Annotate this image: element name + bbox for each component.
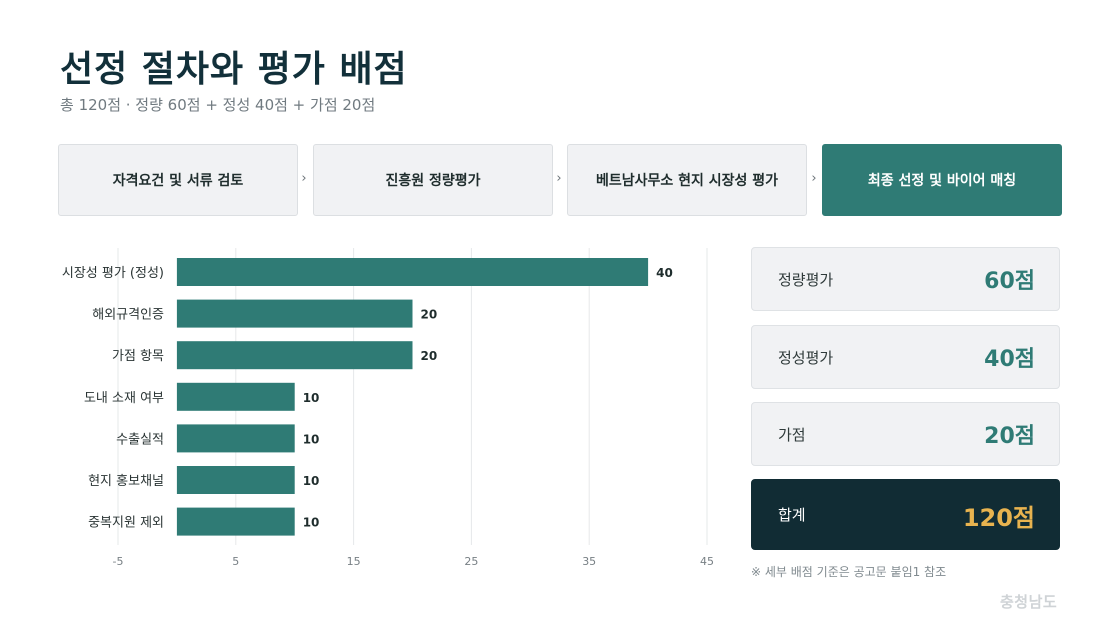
page-title: 선정 절차와 평가 배점 bbox=[60, 49, 408, 90]
category-label: 시장성 평가 (정성) bbox=[62, 266, 164, 281]
score-value: 60점 bbox=[984, 269, 1035, 294]
category-label: 현지 홍보채널 bbox=[88, 474, 164, 489]
x-tick-label: 15 bbox=[347, 555, 361, 568]
process-steps: 자격요건 및 서류 검토 › 진흥원 정량평가 › 베트남사무소 현지 시장성 … bbox=[58, 144, 1062, 216]
total-value: 120점 bbox=[962, 504, 1035, 532]
category-label: 수출실적 bbox=[116, 432, 164, 447]
score-card-qualitative: 정성평가 40점 bbox=[751, 325, 1060, 389]
score-card-total: 합계 120점 bbox=[751, 479, 1060, 550]
bar bbox=[176, 507, 295, 536]
bar bbox=[176, 341, 413, 370]
bar bbox=[176, 299, 413, 328]
data-label: 40 bbox=[656, 266, 673, 280]
x-tick-label: 35 bbox=[582, 555, 596, 568]
step-quantitative-evaluation: 진흥원 정량평가 bbox=[313, 144, 553, 216]
step-final-selection: 최종 선정 및 바이어 매칭 bbox=[822, 144, 1062, 216]
step-arrow-icon: › bbox=[301, 171, 307, 186]
category-label: 해외규격인증 bbox=[92, 308, 164, 323]
x-tick-label: 5 bbox=[232, 555, 239, 568]
score-label: 정성평가 bbox=[778, 349, 834, 367]
category-label: 중복지원 제외 bbox=[88, 516, 164, 531]
x-tick-label: 25 bbox=[464, 555, 478, 568]
step-arrow-icon: › bbox=[811, 171, 817, 186]
score-label: 가점 bbox=[778, 426, 806, 444]
bar bbox=[176, 382, 295, 411]
x-tick-label: 45 bbox=[700, 555, 714, 568]
step-eligibility-review: 자격요건 및 서류 검토 bbox=[58, 144, 298, 216]
data-label: 20 bbox=[421, 349, 438, 363]
score-card-bonus: 가점 20점 bbox=[751, 402, 1060, 466]
step-market-evaluation: 베트남사무소 현지 시장성 평가 bbox=[567, 144, 807, 216]
category-label: 도내 소재 여부 bbox=[84, 391, 164, 406]
score-bar-chart: -5 5 15 25 35 45 시장성 평가 (정성) 40 해외규격인증 20 가점 항목 20 도… bbox=[62, 248, 714, 568]
province-logo: 충청남도 bbox=[1000, 593, 1058, 611]
data-label: 10 bbox=[303, 391, 320, 405]
data-label: 20 bbox=[421, 308, 438, 322]
bar bbox=[176, 466, 295, 494]
footnote: ※ 세부 배점 기준은 공고문 붙임1 참조 bbox=[751, 565, 947, 579]
score-label: 정량평가 bbox=[778, 271, 834, 289]
total-label: 합계 bbox=[778, 506, 806, 524]
score-value: 40점 bbox=[984, 347, 1035, 372]
page-subtitle: 총 120점 · 정량 60점 + 정성 40점 + 가점 20점 bbox=[60, 96, 376, 114]
category-label: 가점 항목 bbox=[112, 349, 164, 364]
score-value: 20점 bbox=[984, 424, 1035, 449]
x-tick-label: -5 bbox=[113, 555, 124, 568]
score-card-quantitative: 정량평가 60점 bbox=[751, 247, 1060, 311]
data-label: 10 bbox=[303, 516, 320, 530]
bar bbox=[176, 424, 295, 453]
data-label: 10 bbox=[303, 474, 320, 488]
bar bbox=[176, 258, 649, 286]
data-label: 10 bbox=[303, 432, 320, 446]
step-arrow-icon: › bbox=[556, 171, 562, 186]
